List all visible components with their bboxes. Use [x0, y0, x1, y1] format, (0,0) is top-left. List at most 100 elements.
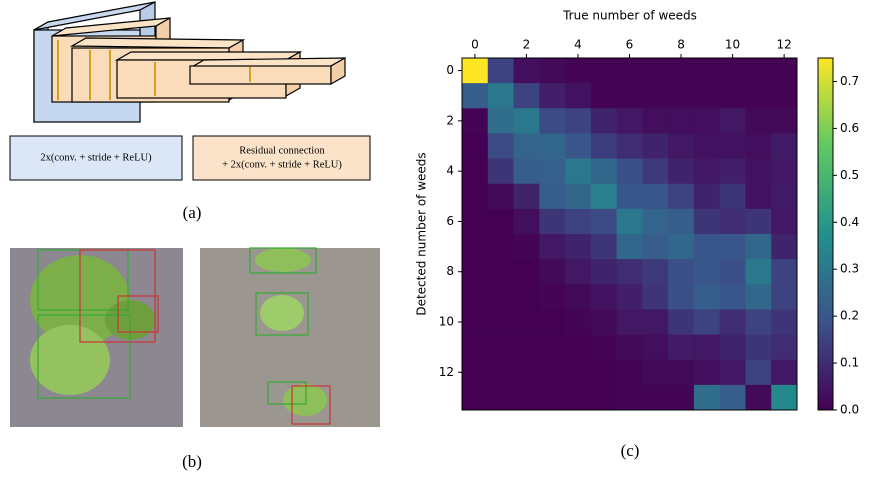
heatmap-cell — [694, 133, 720, 159]
heatmap-cell — [720, 58, 746, 84]
heatmap-cell — [745, 184, 771, 210]
heatmap-cell — [591, 83, 617, 109]
heatmap-cell — [514, 108, 540, 134]
heatmap-cell — [617, 385, 643, 411]
heatmap-cell — [617, 159, 643, 185]
colorbar-tick-label: 0.7 — [840, 74, 859, 88]
heatmap-cell — [565, 234, 591, 260]
heatmap-cell — [642, 335, 668, 361]
heatmap-cell — [694, 209, 720, 235]
heatmap-cell — [771, 209, 797, 235]
heatmap-cell — [745, 385, 771, 411]
heatmap-cell — [488, 83, 514, 109]
heatmap-cell — [642, 108, 668, 134]
heatmap-cell — [539, 335, 565, 361]
heatmap-cell — [565, 159, 591, 185]
heatmap-cell — [694, 159, 720, 185]
heatmap-cell — [771, 133, 797, 159]
heatmap-cell — [565, 360, 591, 386]
heatmap-cell — [591, 360, 617, 386]
colorbar-tick-label: 0.4 — [840, 215, 859, 229]
heatmap-cell — [488, 209, 514, 235]
heatmap-cell — [694, 234, 720, 260]
heatmap-cell — [642, 159, 668, 185]
heatmap-cell — [617, 335, 643, 361]
y-tick-label: 12 — [439, 365, 454, 379]
heatmap-cell — [771, 284, 797, 310]
heatmap-cell — [694, 309, 720, 335]
legend-text: Residual connection — [239, 145, 325, 156]
heatmap-cell — [539, 133, 565, 159]
legend-text: + 2x(conv. + stride + ReLU) — [222, 159, 342, 170]
heatmap-cell — [565, 83, 591, 109]
heatmap-cell — [591, 284, 617, 310]
colorbar-tick-label: 0.6 — [840, 121, 859, 135]
heatmap-cell — [539, 58, 565, 84]
heatmap-cell — [720, 108, 746, 134]
x-tick-label: 10 — [725, 38, 740, 52]
heatmap-cell — [771, 335, 797, 361]
heatmap-cell — [539, 159, 565, 185]
heatmap-cell — [720, 259, 746, 285]
heatmap-cell — [668, 360, 694, 386]
heatmap-cell — [745, 133, 771, 159]
heatmap-cell — [539, 284, 565, 310]
heatmap-cell — [488, 234, 514, 260]
colorbar-tick-label: 0.0 — [840, 403, 859, 417]
heatmap-cell — [745, 58, 771, 84]
heatmap-cell — [591, 108, 617, 134]
heatmap-cell — [745, 209, 771, 235]
heatmap-cell — [771, 83, 797, 109]
heatmap-cell — [720, 159, 746, 185]
heatmap-cell — [642, 58, 668, 84]
heatmap-cell — [488, 133, 514, 159]
legend-text: 2x(conv. + stride + ReLU) — [40, 152, 152, 163]
heatmap-cell — [539, 360, 565, 386]
heatmap-cell — [694, 335, 720, 361]
heatmap-cell — [462, 133, 488, 159]
heatmap-cell — [617, 58, 643, 84]
caption: (c) — [621, 441, 640, 460]
heatmap-cell — [514, 58, 540, 84]
heatmap-cell — [642, 309, 668, 335]
heatmap-cell — [668, 335, 694, 361]
heatmap-cell — [514, 83, 540, 109]
heatmap-cell — [745, 108, 771, 134]
heatmap-cell — [745, 234, 771, 260]
heatmap-cell — [745, 83, 771, 109]
y-tick-label: 0 — [446, 63, 454, 77]
heatmap-cell — [771, 360, 797, 386]
heatmap-cell — [539, 83, 565, 109]
heatmap-cell — [565, 133, 591, 159]
heatmap-cell — [642, 184, 668, 210]
x-tick-label: 0 — [471, 38, 479, 52]
heatmap-cell — [668, 234, 694, 260]
heatmap-cell — [462, 209, 488, 235]
heatmap-cell — [745, 309, 771, 335]
heatmap-cell — [720, 234, 746, 260]
heatmap-cell — [720, 83, 746, 109]
heatmap-cell — [642, 259, 668, 285]
heatmap-cell — [720, 360, 746, 386]
y-tick-label: 2 — [446, 113, 454, 127]
heatmap-cell — [642, 83, 668, 109]
heatmap-cell — [488, 108, 514, 134]
y-tick-label: 6 — [446, 214, 454, 228]
heatmap-cell — [642, 360, 668, 386]
x-tick-label: 12 — [776, 38, 791, 52]
caption: (a) — [183, 203, 202, 222]
heatmap-cell — [642, 234, 668, 260]
heatmap-cell — [514, 309, 540, 335]
heatmap-cell — [565, 209, 591, 235]
x-axis-label: True number of weeds — [562, 9, 697, 23]
heatmap-cell — [694, 83, 720, 109]
heatmap-cell — [462, 234, 488, 260]
heatmap-cell — [642, 209, 668, 235]
heatmap-cell — [539, 209, 565, 235]
colorbar — [818, 58, 833, 410]
colorbar-tick-label: 0.1 — [840, 356, 859, 370]
heatmap-cell — [668, 83, 694, 109]
heatmap-cell — [617, 309, 643, 335]
heatmap-cell — [539, 234, 565, 260]
heatmap-cell — [462, 284, 488, 310]
